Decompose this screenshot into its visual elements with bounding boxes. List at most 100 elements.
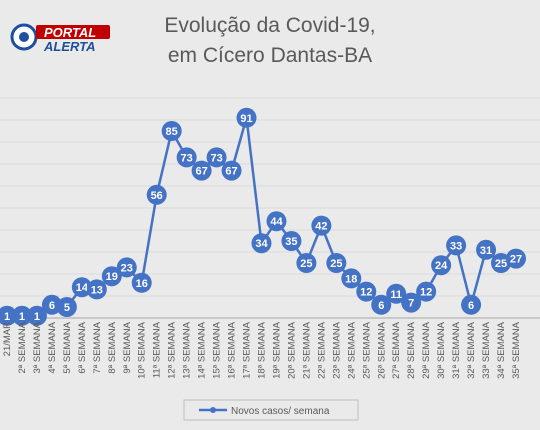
data-label: 85 <box>166 126 178 138</box>
series-novos-casos: 1 1 16 514 131923165685736773679134443525422… <box>0 107 526 326</box>
x-tick-label: 18ª SEMANA <box>256 321 267 379</box>
x-tick-label: 21ª SEMANA <box>301 321 312 379</box>
data-label: 1 <box>34 311 40 323</box>
x-tick-label: 14ª SEMANA <box>197 321 208 379</box>
portal-alerta-logo: PORTAL ALERTA <box>10 23 110 54</box>
data-point <box>56 297 77 317</box>
data-label: 31 <box>480 245 492 257</box>
data-point <box>311 215 332 236</box>
x-tick-label: 4ª SEMANA <box>47 321 58 373</box>
x-tick-label: 33ª SEMANA <box>481 321 492 379</box>
logo-line-1: PORTAL <box>44 25 96 40</box>
x-tick-label: 17ª SEMANA <box>242 321 253 379</box>
x-tick-label: 22ª SEMANA <box>316 321 327 379</box>
data-label: 24 <box>435 260 448 272</box>
data-label: 25 <box>300 258 312 270</box>
x-tick-label: 34ª SEMANA <box>496 321 507 379</box>
x-tick-label: 26ª SEMANA <box>376 321 387 379</box>
data-label: 23 <box>121 262 133 274</box>
data-point <box>101 266 122 287</box>
x-tick-label: 20ª SEMANA <box>286 321 297 379</box>
data-label: 42 <box>315 221 327 233</box>
data-point <box>221 160 242 181</box>
data-label: 7 <box>408 298 414 310</box>
data-label: 67 <box>225 166 237 178</box>
x-tick-label: 24ª SEMANA <box>346 321 357 379</box>
data-label: 56 <box>151 190 163 202</box>
data-point <box>161 121 182 141</box>
x-tick-label: 30ª SEMANA <box>436 321 447 379</box>
data-label: 18 <box>345 273 357 285</box>
chart-title-line-2: em Cícero Dantas-BA <box>168 44 372 67</box>
chart-title-line-1: Evolução da Covid-19, <box>164 14 375 37</box>
data-label: 33 <box>450 240 462 252</box>
data-label: 19 <box>106 271 118 283</box>
x-tick-label: 9ª SEMANA <box>122 321 133 373</box>
x-tick-label: 23ª SEMANA <box>331 321 342 379</box>
x-tick-label: 13ª SEMANA <box>182 321 193 379</box>
legend-box <box>183 399 359 421</box>
data-label: 25 <box>330 258 342 270</box>
x-tick-label: 5ª SEMANA <box>62 321 73 373</box>
data-label: 73 <box>181 152 193 164</box>
data-label: 67 <box>195 166 207 178</box>
data-point <box>266 211 287 232</box>
data-point <box>431 255 452 276</box>
data-label: 35 <box>285 236 297 248</box>
x-tick-label: 6ª SEMANA <box>77 321 88 373</box>
data-label: 1 <box>4 311 10 323</box>
x-tick-label: 35ª SEMANA <box>511 321 522 379</box>
x-tick-label: 27ª SEMANA <box>391 321 402 379</box>
legend-point-marker <box>210 407 216 413</box>
legend-label: Novos casos/ semana <box>231 406 330 417</box>
legend: Novos casos/ semana <box>183 399 359 421</box>
x-tick-label: 29ª SEMANA <box>421 321 432 379</box>
x-tick-label: 2ª SEMANA <box>17 321 28 373</box>
x-tick-label: 16ª SEMANA <box>227 321 238 379</box>
x-tick-label: 31ª SEMANA <box>451 321 462 379</box>
x-tick-label: 21/MAR <box>2 322 13 356</box>
logo-eye-pupil <box>19 32 29 42</box>
data-point <box>416 281 437 302</box>
logo-line-2: ALERTA <box>43 39 96 54</box>
data-point <box>11 305 32 326</box>
x-tick-label: 12ª SEMANA <box>167 321 178 379</box>
data-point <box>191 160 212 181</box>
x-tick-label: 8ª SEMANA <box>107 321 118 373</box>
data-label: 6 <box>49 300 55 312</box>
data-point <box>146 184 167 205</box>
data-point <box>401 292 422 313</box>
data-point <box>371 294 392 315</box>
data-point <box>505 248 526 269</box>
data-label: 1 <box>19 311 25 323</box>
x-tick-label: 10ª SEMANA <box>137 321 148 379</box>
data-label: 6 <box>468 300 474 312</box>
data-point <box>176 147 197 168</box>
data-point <box>251 233 272 254</box>
data-label: 25 <box>495 258 507 270</box>
data-point <box>0 305 17 326</box>
x-tick-label: 25ª SEMANA <box>361 321 372 379</box>
data-label: 16 <box>136 278 148 290</box>
data-point <box>341 268 362 289</box>
data-point <box>446 235 467 256</box>
data-point <box>116 257 137 278</box>
data-point <box>281 231 302 251</box>
data-point <box>41 294 62 315</box>
data-point <box>356 281 377 302</box>
data-label: 73 <box>210 152 222 164</box>
x-tick-label: 28ª SEMANA <box>406 321 417 379</box>
data-label: 11 <box>390 289 402 301</box>
data-label: 14 <box>76 282 89 294</box>
data-point <box>26 305 47 326</box>
logo-banner <box>36 25 110 39</box>
x-tick-label: 3ª SEMANA <box>32 321 43 373</box>
data-label: 34 <box>255 238 268 250</box>
data-point <box>71 277 92 298</box>
data-point <box>236 107 257 128</box>
x-axis-tick-labels: 21/MAR 2ª SEMANA 3ª SEMANA 4ª SEMANA 5ª SEMA… <box>2 321 522 379</box>
x-tick-label: 15ª SEMANA <box>212 321 223 379</box>
data-point <box>296 253 317 273</box>
data-point <box>326 253 347 273</box>
